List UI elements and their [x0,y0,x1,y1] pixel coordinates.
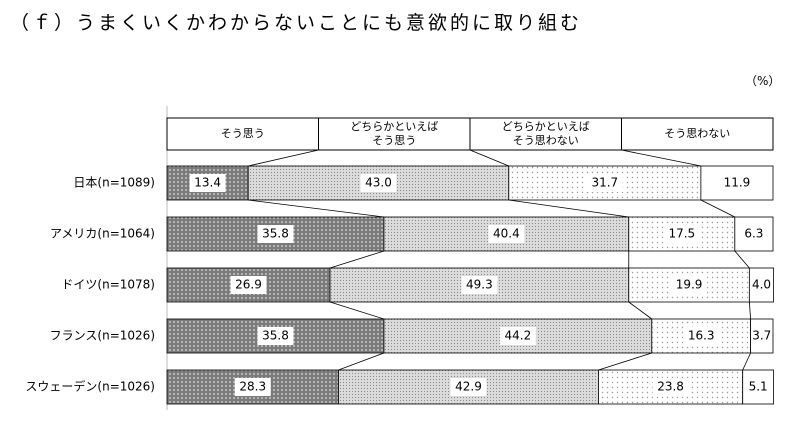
connector-line [248,199,384,218]
value-label: 49.3 [466,278,493,292]
connector-line [248,149,319,167]
category-label: 日本(n=1089) [73,176,155,190]
value-label-bg [671,276,708,294]
category-label: アメリカ(n=1064) [50,227,155,241]
value-label-bg [488,225,525,243]
value-label-bg [750,276,773,294]
value-label-bg [718,174,755,192]
value-label: 35.8 [262,329,289,343]
value-label: 23.8 [657,380,684,394]
value-label: 40.4 [493,227,520,241]
value-label-bg [360,174,397,192]
value-label: 16.3 [688,329,715,343]
connector-line [621,149,701,167]
value-label-bg [652,378,689,396]
value-label: 26.9 [235,278,262,292]
connector-line [508,199,629,218]
value-label-bg [739,225,769,243]
legend-label: そう思わない [664,127,731,140]
category-label: フランス(n=1026) [50,329,155,343]
value-label: 42.9 [455,380,482,394]
value-label-bg [663,225,700,243]
value-label: 3.7 [752,329,771,343]
value-label-bg [230,276,267,294]
value-label-bg [257,327,294,345]
connector-line [329,301,385,320]
connector-line [329,250,385,269]
value-label: 5.1 [749,380,768,394]
legend-box [318,117,471,151]
connector-line [700,199,736,218]
legend-label: どちらかといえば そう思わない [501,120,590,147]
legend-label: そう思う [220,127,265,140]
value-label-bg [743,378,773,396]
legend-box [621,117,774,151]
value-label-bg [461,276,498,294]
legend-label: どちらかといえば そう思う [350,120,439,147]
value-label: 4.0 [752,278,771,292]
value-label: 31.7 [591,176,618,190]
connector-line [469,149,509,167]
connector-line [742,352,751,371]
value-label: 17.5 [668,227,695,241]
value-label-bg [234,378,271,396]
chart-title: （ｆ）うまくいくかわからないことにも意欲的に取り組む [10,12,583,34]
value-label: 13.4 [194,176,221,190]
legend-box [166,117,319,151]
value-label-bg [586,174,623,192]
value-label: 44.2 [505,329,532,343]
connector-line [628,301,653,320]
value-label: 19.9 [676,278,703,292]
value-label: 35.8 [262,227,289,241]
value-label-bg [189,174,226,192]
value-label: 6.3 [744,227,763,241]
connector-line [748,301,751,320]
connector-line [734,250,750,269]
connector-line [338,352,385,371]
category-label: スウェーデン(n=1026) [25,379,155,394]
category-label: ドイツ(n=1078) [61,278,155,292]
value-label-bg [499,327,536,345]
value-label-bg [751,327,772,345]
unit-label: （%） [745,74,781,88]
value-label-bg [683,327,720,345]
value-label-bg [257,225,294,243]
value-label: 43.0 [365,176,392,190]
value-label: 28.3 [239,380,266,394]
connector-line [598,352,652,371]
value-label: 11.9 [724,176,751,190]
value-label-bg [450,378,487,396]
